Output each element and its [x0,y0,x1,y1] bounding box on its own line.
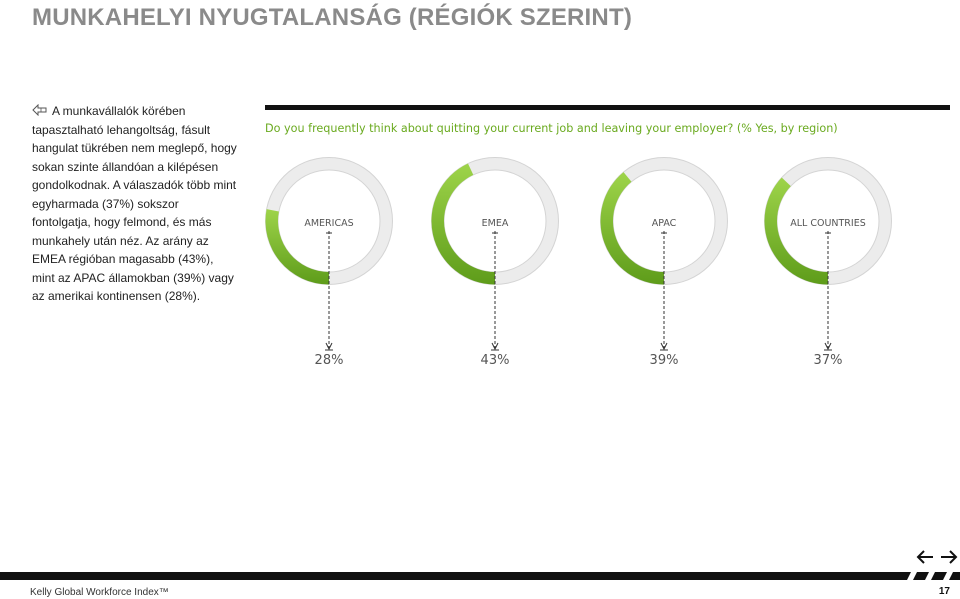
value-label: 43% [481,353,510,368]
donut-chart: AMERICAS 28% EMEA 43% APAC 39% ALL COUNTRIES 37… [265,157,892,368]
intro-paragraph: A munkavállalók körében tapasztalható le… [32,102,237,306]
donut-apac: APAC 39% [600,157,728,368]
prev-page-button[interactable] [915,548,935,566]
arrow-left-icon [916,550,933,564]
donut-emea: EMEA 43% [431,157,559,368]
donut-segment [431,163,495,285]
arrow-right-icon [941,550,958,564]
leader-arrowhead [491,342,499,351]
footer-source: Kelly Global Workforce Index™ [30,587,169,598]
leader-arrowhead [660,342,668,351]
donut-segment [764,177,828,285]
category-label: ALL COUNTRIES [790,218,866,229]
donut-segment [600,172,664,285]
leader-arrowhead [824,342,832,351]
category-label: AMERICAS [304,218,353,229]
donut-americas: AMERICAS 28% [265,157,393,368]
pointing-hand-icon [32,103,52,117]
donut-segment [265,209,329,285]
chart-question: Do you frequently think about quitting y… [265,122,838,135]
next-page-button[interactable] [939,548,959,566]
chart-top-rule [265,105,950,110]
footer-bar [0,572,960,580]
footer-stripes [907,572,953,580]
intro-text: A munkavállalók körében tapasztalható le… [32,104,237,303]
category-label: EMEA [482,218,509,229]
page-number: 17 [938,586,950,597]
value-label: 39% [650,353,679,368]
value-label: 28% [315,353,344,368]
page-title: MUNKAHELYI NYUGTALANSÁG (RÉGIÓK SZERINT) [32,4,633,31]
category-label: APAC [652,218,677,229]
donut-all-countries: ALL COUNTRIES 37% [764,157,892,368]
leader-arrowhead [325,342,333,351]
value-label: 37% [814,353,843,368]
